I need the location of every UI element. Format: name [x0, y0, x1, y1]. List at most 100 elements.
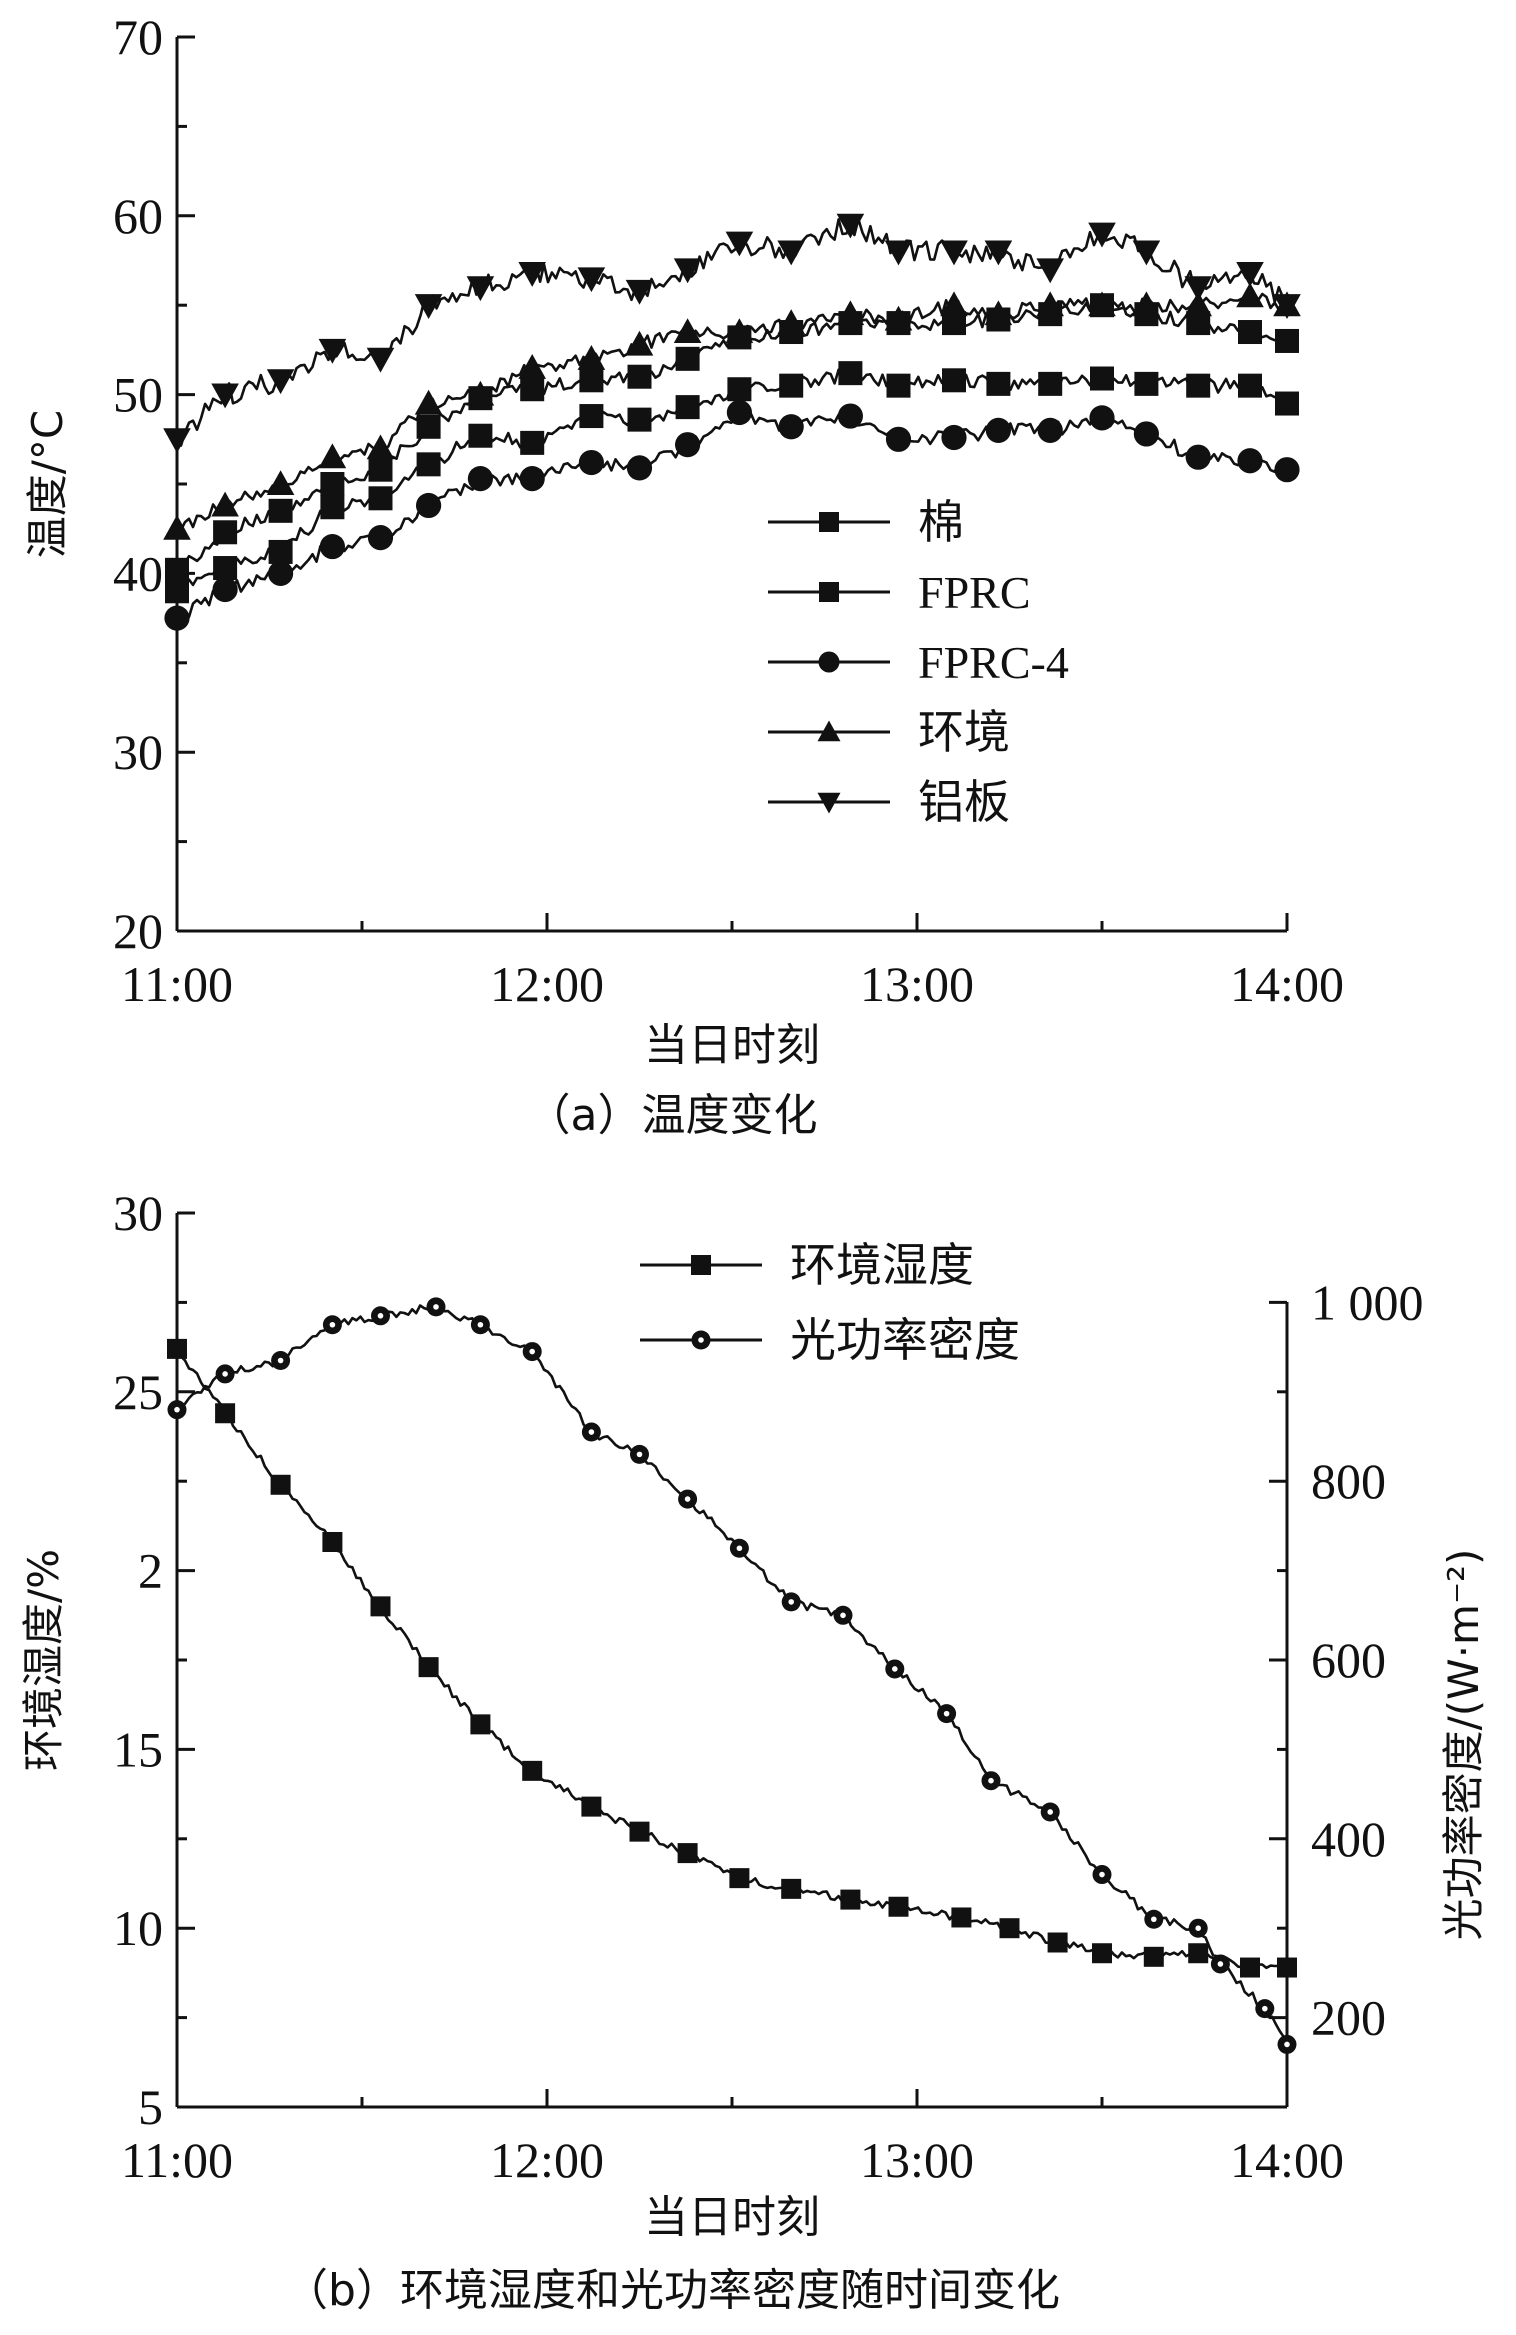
panel-b-series-1-line: [176, 1304, 1289, 2045]
panel-a-series-2: [164, 399, 1300, 631]
panel-b-series-0-point-9: [629, 1821, 650, 1842]
panel-b-series-0-point-6: [470, 1714, 491, 1735]
panel-a-series-3-point-11: [725, 318, 754, 344]
panel-a-series-2-point-11: [726, 399, 753, 426]
panel-b-series-1-point-23-center: [1284, 2041, 1290, 2048]
panel-a-series-0-point-22: [1275, 328, 1299, 353]
panel-b-series-1-point-0-center: [174, 1406, 180, 1413]
panel-a-series-1-point-10: [675, 395, 700, 420]
panel-a-y-axis-label: 温度/°C: [23, 410, 72, 558]
panel-a-series-0-point-4: [368, 457, 393, 482]
panel-b-y-tick-label: 2: [138, 1543, 163, 1599]
panel-a-series-4-point-13: [836, 213, 865, 239]
panel-a-series-3-point-7: [518, 353, 546, 379]
panel-a-series-1-point-8: [579, 404, 604, 429]
panel-a-series-1-point-21: [1238, 373, 1262, 398]
panel-b-series-0-point-12: [781, 1878, 802, 1899]
panel-a-series-4-point-14: [884, 240, 913, 266]
panel-b-left-y-axis-label: 环境湿度/%: [19, 1549, 68, 1771]
panel-a-y-tick-label: 40: [113, 545, 163, 601]
panel-a-series-1-point-20: [1186, 373, 1211, 398]
panel-a-series-4-point-4: [366, 347, 395, 373]
panel-a-legend-marker-4: [817, 792, 841, 814]
panel-a-series-4-point-9: [625, 279, 654, 305]
panel-a-series-2-point-22: [1274, 457, 1300, 483]
panel-a-series-0-point-9: [627, 364, 652, 389]
panel-b-legend-marker-1-center: [698, 1337, 704, 1343]
panel-b-series-0-point-2: [270, 1474, 291, 1495]
panel-b-series-0-point-10: [677, 1843, 698, 1864]
panel-a-axes: 20 30 40 50 60 70 11:00 12:00 13:00 14:00: [113, 9, 1344, 1012]
panel-a-legend-label-0: 棉: [918, 495, 964, 549]
panel-a-series-0-point-10: [675, 346, 700, 371]
panel-a-series-1-point-14: [886, 373, 911, 398]
panel-b-series-0-point-21: [1240, 1957, 1260, 1978]
panel-a-series-0-point-8: [579, 368, 604, 393]
panel-b-legend-item-0: 环境湿度: [640, 1238, 974, 1292]
panel-a-x-tick-label: 14:00: [1230, 956, 1344, 1012]
panel-b-series-0-point-15: [951, 1907, 972, 1928]
panel-a-series-1-point-19: [1134, 371, 1159, 396]
panel-a-series-1: [165, 361, 1299, 604]
panel-b-axes: 5 10 15 2 25 30 11:00 12:00 13:00 14:00 200 400 600 8…: [113, 1185, 1424, 2188]
panel-b-series-1-point-21-center: [1217, 1961, 1224, 1967]
panel-a-series-2-point-13: [837, 403, 864, 429]
panel-b-y2-tick-label: 200: [1311, 1990, 1386, 2046]
panel-a-series-4-point-18: [1088, 222, 1116, 248]
panel-a-series: [163, 213, 1301, 631]
panel-a-series-3: [163, 282, 1301, 540]
panel-a-series-0-point-21: [1238, 320, 1262, 345]
panel-a-series-4-point-8: [577, 267, 606, 293]
panel-b-series-0: [167, 1338, 1297, 1978]
panel-a-series-1-point-22: [1275, 391, 1299, 416]
panel-a-y-tick-label: 70: [113, 9, 163, 65]
panel-b-series-0-point-16: [999, 1918, 1020, 1939]
panel-b-series: [167, 1297, 1297, 2054]
panel-a-x-tick-label: 13:00: [860, 956, 974, 1012]
panel-b-series-1-point-22-center: [1262, 2005, 1268, 2012]
panel-a-series-3-point-6: [466, 380, 495, 406]
panel-b-series-1-point-2-center: [277, 1357, 284, 1364]
panel-a-series-0-point-7: [520, 377, 545, 402]
panel-b-y-tick-label: 25: [113, 1364, 163, 1420]
panel-b-humidity-light-chart: 5 10 15 2 25 30 11:00 12:00 13:00 14:00 200 400 600 8…: [19, 1185, 1488, 2316]
panel-a-legend-label-1: FPRC: [918, 567, 1031, 618]
panel-b-series-1-point-15-center: [943, 1710, 950, 1717]
panel-b-y2-tick-label: 1 000: [1311, 1274, 1424, 1330]
panel-a-series-3-point-14: [884, 305, 913, 331]
panel-a-series-3-point-9: [625, 330, 654, 356]
panel-a-series-1-point-11: [727, 377, 752, 402]
panel-b-legend-item-1: 光功率密度: [640, 1313, 1020, 1367]
panel-a-series-1-point-9: [627, 407, 652, 432]
panel-a-y-tick-label: 20: [113, 903, 163, 959]
panel-a-series-2-point-0: [164, 605, 190, 631]
panel-b-y2-tick-label: 400: [1311, 1811, 1386, 1867]
panel-a-series-1-point-16: [986, 371, 1011, 396]
panel-b-y-tick-label: 10: [113, 1900, 163, 1956]
panel-a-legend-item-1: FPRC: [768, 567, 1031, 618]
panel-a-series-4-point-2: [266, 369, 295, 395]
panel-a-y-tick-label: 60: [113, 188, 163, 244]
panel-a-series-4-point-22: [1273, 294, 1301, 319]
panel-b-series-0-point-13: [840, 1889, 861, 1910]
panel-b-series-1-point-4-center: [377, 1313, 384, 1319]
panel-b-caption: （b）环境湿度和光功率密度随时间变化: [284, 2265, 1060, 2316]
panel-b-series-1-point-6-center: [477, 1321, 484, 1328]
panel-b-series-0-point-18: [1092, 1943, 1112, 1964]
panel-b-series-0-point-11: [729, 1868, 750, 1889]
panel-a-series-4-point-7: [518, 261, 546, 287]
panel-b-series-0-point-1: [215, 1403, 236, 1424]
panel-a-series-1-point-6: [468, 423, 493, 448]
panel-b-series-1-point-14-center: [892, 1666, 898, 1672]
panel-a-series-2-point-7: [519, 466, 545, 492]
panel-a-legend-item-3: 环境: [768, 705, 1010, 759]
panel-b-series-1-point-1-center: [222, 1371, 228, 1377]
panel-a-series-3-point-18: [1088, 291, 1116, 317]
panel-b-x-tick-label: 14:00: [1230, 2132, 1344, 2188]
panel-b-series-0-point-22: [1277, 1957, 1297, 1978]
panel-a-series-3-point-15: [940, 291, 968, 317]
panel-a-series-4-point-20: [1184, 276, 1212, 302]
panel-a-series-2-point-8: [578, 449, 605, 476]
panel-b-series-1-point-13-center: [840, 1612, 846, 1619]
